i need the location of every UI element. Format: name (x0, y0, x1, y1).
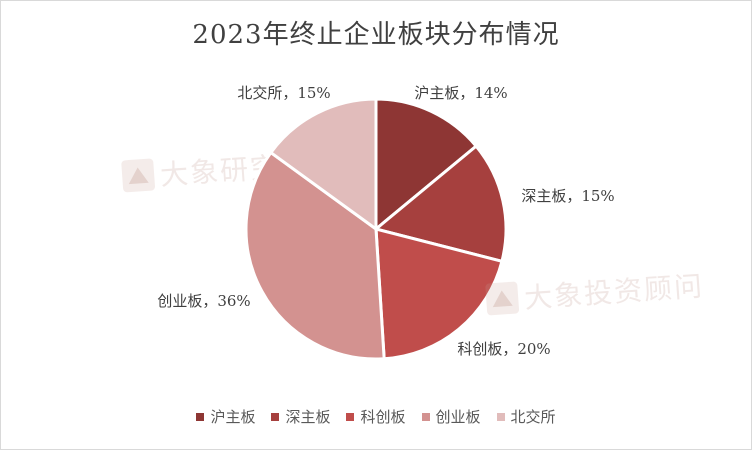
legend-item-5: 北交所 (496, 406, 556, 427)
legend-swatch (346, 412, 355, 421)
legend-swatch (421, 412, 430, 421)
pie-slice-5 (268, 97, 378, 232)
legend-item-3: 科创板 (346, 406, 406, 427)
pie-slices (244, 97, 508, 361)
pie-slice-2 (372, 144, 508, 264)
pie-slice-1 (374, 97, 479, 233)
legend-swatch (496, 412, 505, 421)
pie-data-label-3: 科创板，20% (457, 340, 550, 358)
legend-label: 科创板 (360, 408, 406, 426)
legend-label: 创业板 (435, 408, 481, 426)
legend-item-1: 沪主板 (196, 406, 255, 427)
legend-item-4: 创业板 (421, 406, 481, 427)
legend-item-2: 深主板 (271, 406, 330, 427)
pie-slice-4 (244, 150, 386, 361)
pie-data-label-1: 沪主板，14% (414, 84, 507, 102)
pie-labels: 沪主板，14% 深主板，15% 科创板，20% 创业板，36% 北交所，15% (157, 84, 614, 358)
legend-swatch (271, 412, 280, 421)
pie-data-label-2: 深主板，15% (521, 187, 614, 205)
pie-slice-3 (374, 227, 504, 361)
chart-title: 2023年终止企业板块分布情况 (192, 20, 560, 50)
pie-data-label-4: 创业板，36% (157, 292, 250, 310)
legend-swatch (196, 412, 205, 421)
pie-data-label-5: 北交所，15% (237, 84, 330, 102)
legend-label: 深主板 (285, 408, 331, 426)
legend-label: 北交所 (510, 408, 556, 426)
watermark-logo-icon (485, 281, 520, 316)
chart-legend: 沪主板 深主板 科创板 创业板 北交所 (0, 406, 752, 427)
legend-label: 沪主板 (210, 408, 256, 426)
